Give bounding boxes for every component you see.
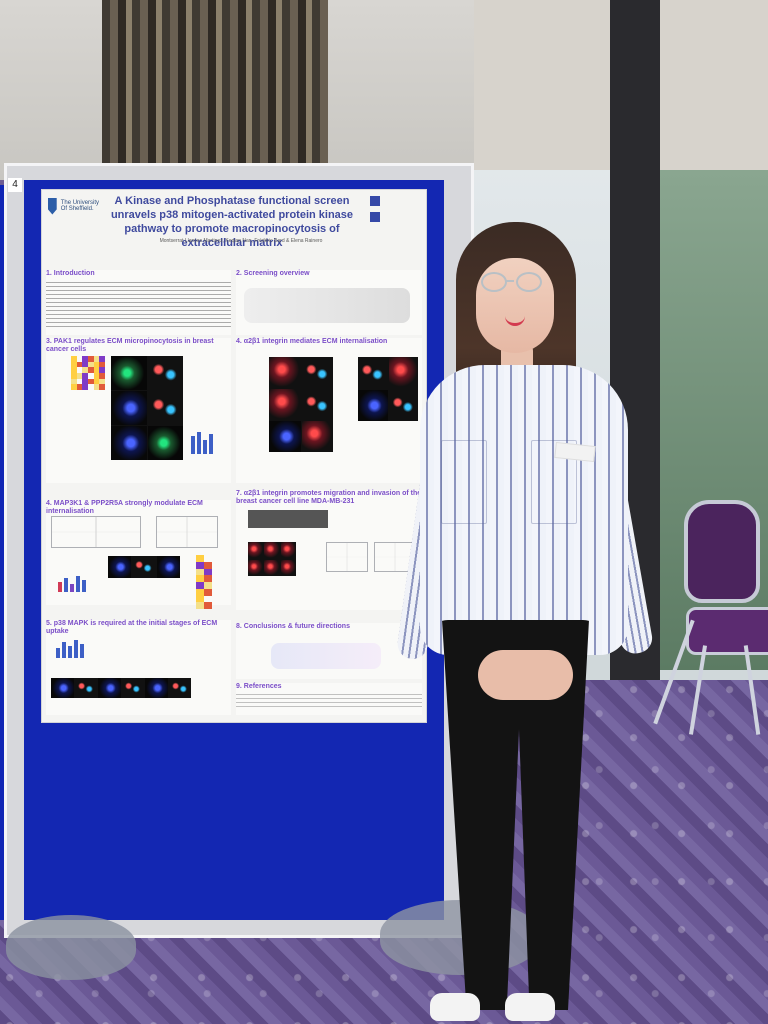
- section-title: 2. Screening overview: [236, 270, 310, 277]
- glasses-icon: [516, 272, 542, 292]
- section-title: 4. α2β1 integrin mediates ECM internalis…: [236, 338, 388, 345]
- section-text-block: [46, 282, 231, 330]
- column-heatmap: [196, 555, 212, 609]
- striped-shirt: [420, 365, 628, 655]
- research-council-logo-icon: [370, 212, 380, 222]
- section-title: 5. p38 MAPK is required at the initial s…: [46, 620, 218, 635]
- migration-plot: [326, 542, 368, 572]
- bar-plot: [191, 364, 213, 454]
- chair-leg: [743, 645, 761, 735]
- section-screening-overview: 2. Screening overview: [236, 270, 422, 335]
- microscopy-strip: [108, 556, 180, 578]
- microscopy-grid: [248, 542, 296, 576]
- scatter-plot: [51, 516, 141, 548]
- chair: [653, 495, 768, 735]
- white-shoe: [430, 993, 480, 1021]
- section-title: 9. References: [236, 683, 282, 690]
- presenter-smile: [505, 315, 525, 326]
- section-integrin: 4. α2β1 integrin mediates ECM internalis…: [236, 338, 422, 483]
- section-title: 7. α2β1 integrin promotes migration and …: [236, 490, 422, 505]
- microscopy-grid: [269, 357, 333, 452]
- references-text-block: [236, 694, 422, 708]
- section-p38: 5. p38 MAPK is required at the initial s…: [46, 620, 231, 715]
- university-logo: The University Of Sheffield.: [48, 196, 106, 216]
- microscopy-strip: [51, 678, 191, 698]
- funding-logo-icon: [370, 196, 380, 206]
- poster-authors: Montserrat Llanses Martinez, Keqian Nan,…: [159, 238, 323, 244]
- shirt-pocket: [531, 440, 577, 524]
- section-conclusions: 8. Conclusions & future directions: [236, 623, 422, 679]
- section-title: 3. PAK1 regulates ECM micropinocytosis i…: [46, 338, 214, 353]
- microscopy-grid: [111, 356, 183, 460]
- section-title: 8. Conclusions & future directions: [236, 623, 350, 630]
- chair-leg: [688, 645, 708, 735]
- section-pak1: 3. PAK1 regulates ECM micropinocytosis i…: [46, 338, 231, 483]
- university-name: The University Of Sheffield.: [60, 200, 100, 212]
- poster-stand-base-right: [380, 900, 540, 975]
- section-title: 1. Introduction: [46, 270, 95, 277]
- research-poster: The University Of Sheffield. A Kinase an…: [42, 190, 426, 722]
- chair-seat: [686, 607, 768, 655]
- funding-logos: [370, 196, 420, 240]
- curtain: [102, 0, 328, 175]
- poster-stand-base-left: [6, 915, 136, 980]
- poster-header: The University Of Sheffield. A Kinase an…: [46, 194, 422, 260]
- microscopy-grid-secondary: [358, 357, 418, 421]
- section-introduction: 1. Introduction: [46, 270, 231, 335]
- board-number: 4: [8, 178, 22, 192]
- section-title: 4. MAP3K1 & PPP2R5A strongly modulate EC…: [46, 500, 203, 515]
- microscopy-strip-gray: [248, 510, 328, 528]
- university-shield-icon: [48, 197, 57, 215]
- glasses-bridge: [505, 280, 514, 282]
- presenter: [395, 220, 655, 1024]
- screening-diagram: [244, 288, 410, 323]
- white-shoe: [505, 993, 555, 1021]
- section-map3k1: 4. MAP3K1 & PPP2R5A strongly modulate EC…: [46, 500, 231, 609]
- chair-back: [684, 500, 760, 603]
- section-migration: 7. α2β1 integrin promotes migration and …: [236, 490, 422, 610]
- heatmap: [71, 356, 105, 390]
- bar-plot: [58, 570, 86, 592]
- line-plot: [156, 516, 218, 548]
- glasses-icon: [481, 272, 507, 292]
- shirt-pocket: [441, 440, 487, 524]
- clasped-hands: [478, 650, 573, 700]
- bar-plot: [56, 638, 84, 658]
- section-references: 9. References: [236, 683, 422, 715]
- conclusion-diagram: [271, 643, 381, 669]
- poster-title: A Kinase and Phosphatase functional scre…: [110, 195, 354, 249]
